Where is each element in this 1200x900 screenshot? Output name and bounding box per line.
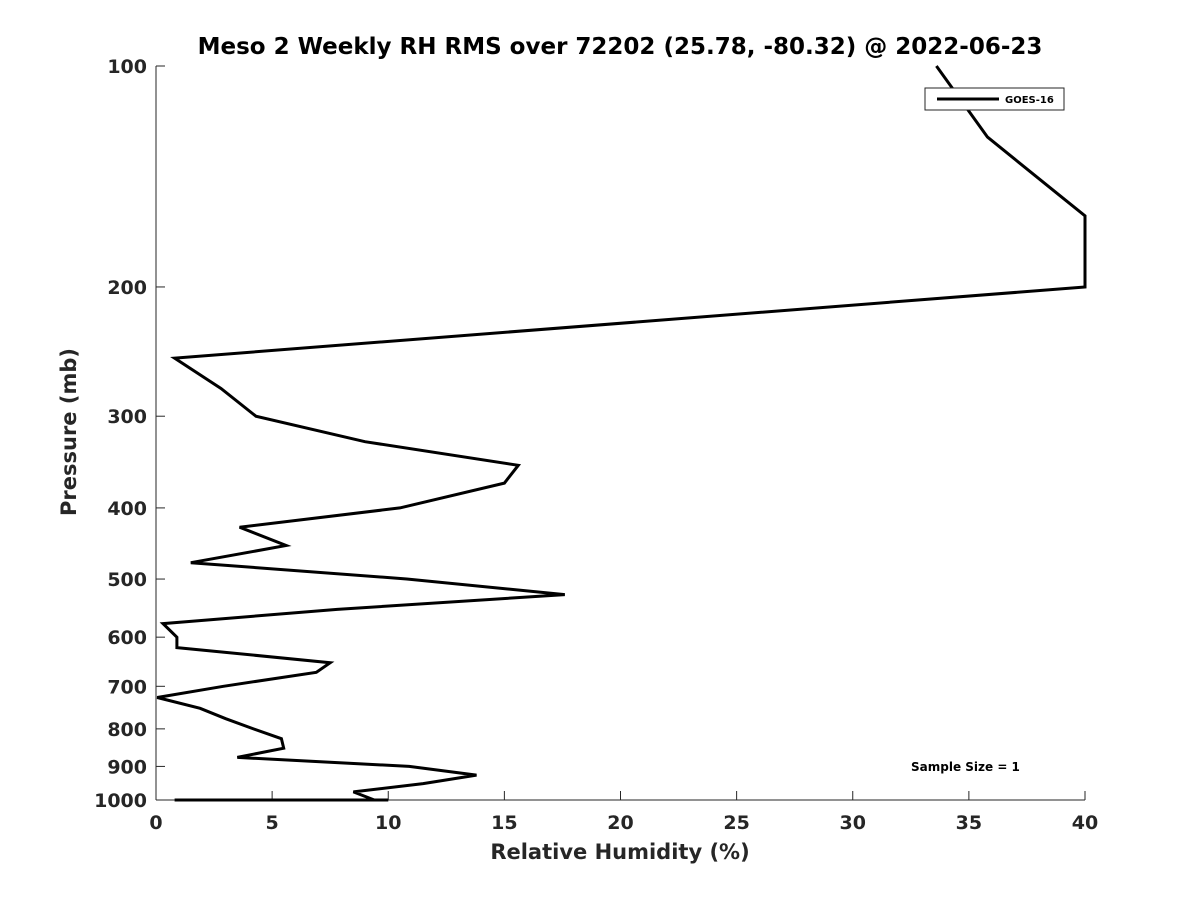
y-tick-label: 700: [107, 676, 147, 698]
x-tick-label: 35: [956, 812, 982, 834]
y-tick-label: 1000: [94, 790, 147, 812]
axes: 0 5 10 15 20 25 30 35 40 100 200 300 400 500 600 700 800…: [94, 56, 1098, 834]
x-tick-label: 10: [375, 812, 401, 834]
y-tick-label: 900: [107, 756, 147, 778]
y-tick-label: 200: [107, 277, 147, 299]
y-axis-label: Pressure (mb): [57, 348, 81, 516]
series-layer: [156, 65, 1087, 802]
legend: GOES-16: [924, 87, 1065, 111]
x-tick-label: 20: [607, 812, 633, 834]
x-axis-label: Relative Humidity (%): [490, 840, 749, 864]
chart-title: Meso 2 Weekly RH RMS over 72202 (25.78, …: [198, 34, 1043, 60]
y-tick-label: 300: [107, 406, 147, 428]
y-tick-label: 400: [107, 498, 147, 520]
y-tick-label: 100: [107, 56, 147, 78]
x-tick-label: 0: [149, 812, 162, 834]
y-tick-label: 600: [107, 627, 147, 649]
y-tick-label: 800: [107, 719, 147, 741]
x-tick-label: 30: [840, 812, 866, 834]
sample-size-annotation: Sample Size = 1: [911, 760, 1020, 774]
y-tick-label: 500: [107, 569, 147, 591]
series-line-goes-16: [156, 65, 1087, 802]
x-tick-label: 15: [491, 812, 517, 834]
x-tick-label: 5: [266, 812, 279, 834]
x-tick-label: 40: [1072, 812, 1098, 834]
x-tick-label: 25: [723, 812, 749, 834]
legend-entry-goes16: GOES-16: [1005, 95, 1054, 106]
